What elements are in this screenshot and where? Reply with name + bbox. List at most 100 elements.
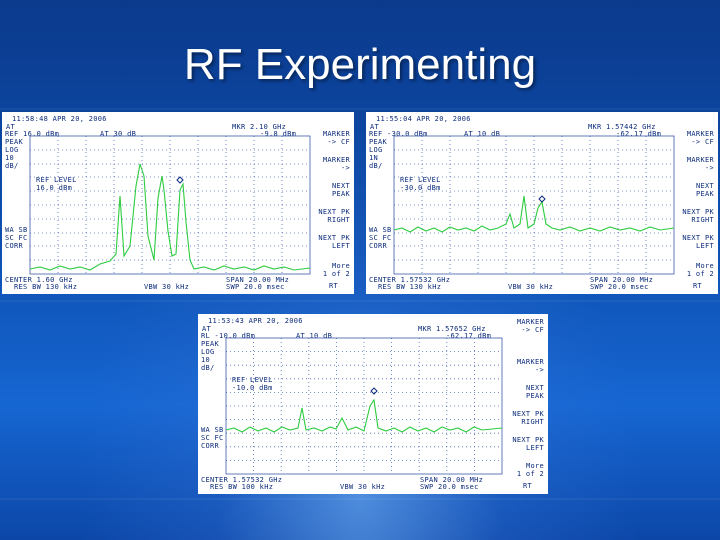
softkey-marker-cf-sub[interactable]: -> CF xyxy=(691,138,714,146)
plot-grid xyxy=(30,136,310,274)
softkey-rt[interactable]: RT xyxy=(522,482,532,490)
softkey-marker[interactable]: MARKER xyxy=(686,156,714,164)
marker-diamond xyxy=(176,176,184,184)
status-corr: CORR xyxy=(201,442,220,450)
status-sc-fc: SC FC xyxy=(201,434,224,442)
analyzer-screen-1: 11:58:48 APR 20, 2006 AT REF 16.0 dBm AT… xyxy=(2,112,354,294)
softkey-next-pk-right[interactable]: NEXT PK xyxy=(512,410,544,418)
status-wa-sb: WA SB xyxy=(369,226,392,234)
plot-frame xyxy=(393,135,675,275)
resolution-bandwidth: RES BW 130 kHz xyxy=(369,283,442,291)
softkey-next-pk-left[interactable]: NEXT PK xyxy=(682,234,714,242)
scale-type: PEAK xyxy=(5,138,24,146)
softkey-more[interactable]: More xyxy=(331,262,350,270)
spectrum-plot xyxy=(393,135,675,275)
scale-value: 1N xyxy=(369,154,379,162)
marker-amplitude: -62.17 dBm xyxy=(446,332,492,340)
video-bandwidth: VBW 30 kHz xyxy=(144,283,190,291)
center-frequency: CENTER 1.57532 GHz xyxy=(201,476,283,484)
sweep-time: SWP 20.0 msec xyxy=(590,283,649,291)
status-wa-sb: WA SB xyxy=(201,426,224,434)
ref-level-label: REF LEVEL xyxy=(232,376,273,384)
sweep-time: SWP 20.0 msec xyxy=(226,283,285,291)
mode-indicator: AT xyxy=(202,325,212,333)
softkey-marker-cf-sub[interactable]: -> CF xyxy=(327,138,350,146)
marker-amplitude: -62.17 dBm xyxy=(616,130,662,138)
scale-type: PEAK xyxy=(369,138,388,146)
softkey-marker[interactable]: MARKER xyxy=(516,358,544,366)
softkey-next-pk-right[interactable]: NEXT PK xyxy=(682,208,714,216)
softkey-next-pk-left[interactable]: NEXT PK xyxy=(318,234,350,242)
softkey-next-pk-left-sub[interactable]: LEFT xyxy=(331,242,350,250)
softkey-marker-cf[interactable]: MARKER xyxy=(516,318,544,326)
softkey-marker-cf[interactable]: MARKER xyxy=(322,130,350,138)
softkey-rt[interactable]: RT xyxy=(692,282,702,290)
softkey-rt[interactable]: RT xyxy=(328,282,338,290)
marker-diamond xyxy=(370,387,378,395)
center-frequency: CENTER 1.60 GHz xyxy=(5,276,73,284)
spectrum-trace xyxy=(225,398,503,433)
scale-unit: dB/ xyxy=(369,162,383,170)
softkey-marker-cf-sub[interactable]: -> CF xyxy=(521,326,544,334)
softkey-next-pk-right-sub[interactable]: RIGHT xyxy=(691,216,714,224)
softkey-next-peak[interactable]: NEXT xyxy=(331,182,350,190)
ref-level-label: REF LEVEL xyxy=(36,176,77,184)
video-bandwidth: VBW 30 kHz xyxy=(508,283,554,291)
softkey-next-pk-right-sub[interactable]: RIGHT xyxy=(327,216,350,224)
softkey-next-peak-sub[interactable]: PEAK xyxy=(695,190,714,198)
softkey-next-pk-left-sub[interactable]: LEFT xyxy=(525,444,544,452)
scale-type: PEAK xyxy=(201,340,220,348)
span-readout: SPAN 20.00 MHz xyxy=(590,276,654,284)
softkey-next-pk-left-sub[interactable]: LEFT xyxy=(695,242,714,250)
timestamp: 11:53:43 APR 20, 2006 xyxy=(208,317,303,325)
softkey-more[interactable]: More xyxy=(695,262,714,270)
ref-level-label: REF LEVEL xyxy=(400,176,441,184)
ref-level-value: 16.0 dBm xyxy=(36,184,73,192)
softkey-next-pk-right-sub[interactable]: RIGHT xyxy=(521,418,544,426)
plot-grid xyxy=(394,136,674,274)
status-sc-fc: SC FC xyxy=(5,234,28,242)
mode-indicator: AT xyxy=(6,123,16,131)
plot-frame xyxy=(29,135,311,275)
softkey-next-peak[interactable]: NEXT xyxy=(525,384,544,392)
scale-unit: dB/ xyxy=(201,364,215,372)
softkey-marker-sub[interactable]: -> xyxy=(704,164,714,172)
softkey-next-peak[interactable]: NEXT xyxy=(695,182,714,190)
marker-frequency: MKR 1.57442 GHz xyxy=(588,123,656,131)
marker-amplitude: -9.8 dBm xyxy=(260,130,297,138)
resolution-bandwidth: RES BW 100 kHz xyxy=(201,483,274,491)
softkey-more-sub[interactable]: 1 of 2 xyxy=(686,270,714,278)
scale-mode: LOG xyxy=(201,348,215,356)
scale-mode: LOG xyxy=(369,146,383,154)
mode-indicator: AT xyxy=(370,123,380,131)
spectrum-trace xyxy=(29,163,311,271)
softkey-next-pk-left[interactable]: NEXT PK xyxy=(512,436,544,444)
timestamp: 11:58:48 APR 20, 2006 xyxy=(12,115,107,123)
marker-frequency: MKR 1.57652 GHz xyxy=(418,325,486,333)
softkey-marker-sub[interactable]: -> xyxy=(340,164,350,172)
softkey-marker-cf[interactable]: MARKER xyxy=(686,130,714,138)
slide-title: RF Experimenting xyxy=(183,40,537,89)
center-frequency: CENTER 1.57532 GHz xyxy=(369,276,451,284)
softkey-more-sub[interactable]: 1 of 2 xyxy=(322,270,350,278)
softkey-marker[interactable]: MARKER xyxy=(322,156,350,164)
softkey-next-peak-sub[interactable]: PEAK xyxy=(525,392,544,400)
attenuation-readout: AT 30 dB xyxy=(100,130,137,138)
analyzer-screen-2: 11:55:04 APR 20, 2006 AT REF -30.0 dBm A… xyxy=(366,112,718,294)
softkey-more[interactable]: More xyxy=(525,462,544,470)
plot-grid xyxy=(226,338,502,474)
softkey-next-peak-sub[interactable]: PEAK xyxy=(331,190,350,198)
softkey-more-sub[interactable]: 1 of 2 xyxy=(516,470,544,478)
softkey-next-pk-right[interactable]: NEXT PK xyxy=(318,208,350,216)
marker-diamond xyxy=(538,195,546,203)
spectrum-trace xyxy=(393,195,675,233)
sweep-time: SWP 20.0 msec xyxy=(420,483,479,491)
status-corr: CORR xyxy=(369,242,388,250)
scale-value: 10 xyxy=(201,356,211,364)
scale-unit: dB/ xyxy=(5,162,19,170)
span-readout: SPAN 20.00 MHz xyxy=(226,276,290,284)
softkey-marker-sub[interactable]: -> xyxy=(534,366,544,374)
marker-frequency: MKR 2.10 GHz xyxy=(232,123,287,131)
spectrum-plot xyxy=(29,135,311,275)
ref-level-value: -10.0 dBm xyxy=(232,384,273,392)
